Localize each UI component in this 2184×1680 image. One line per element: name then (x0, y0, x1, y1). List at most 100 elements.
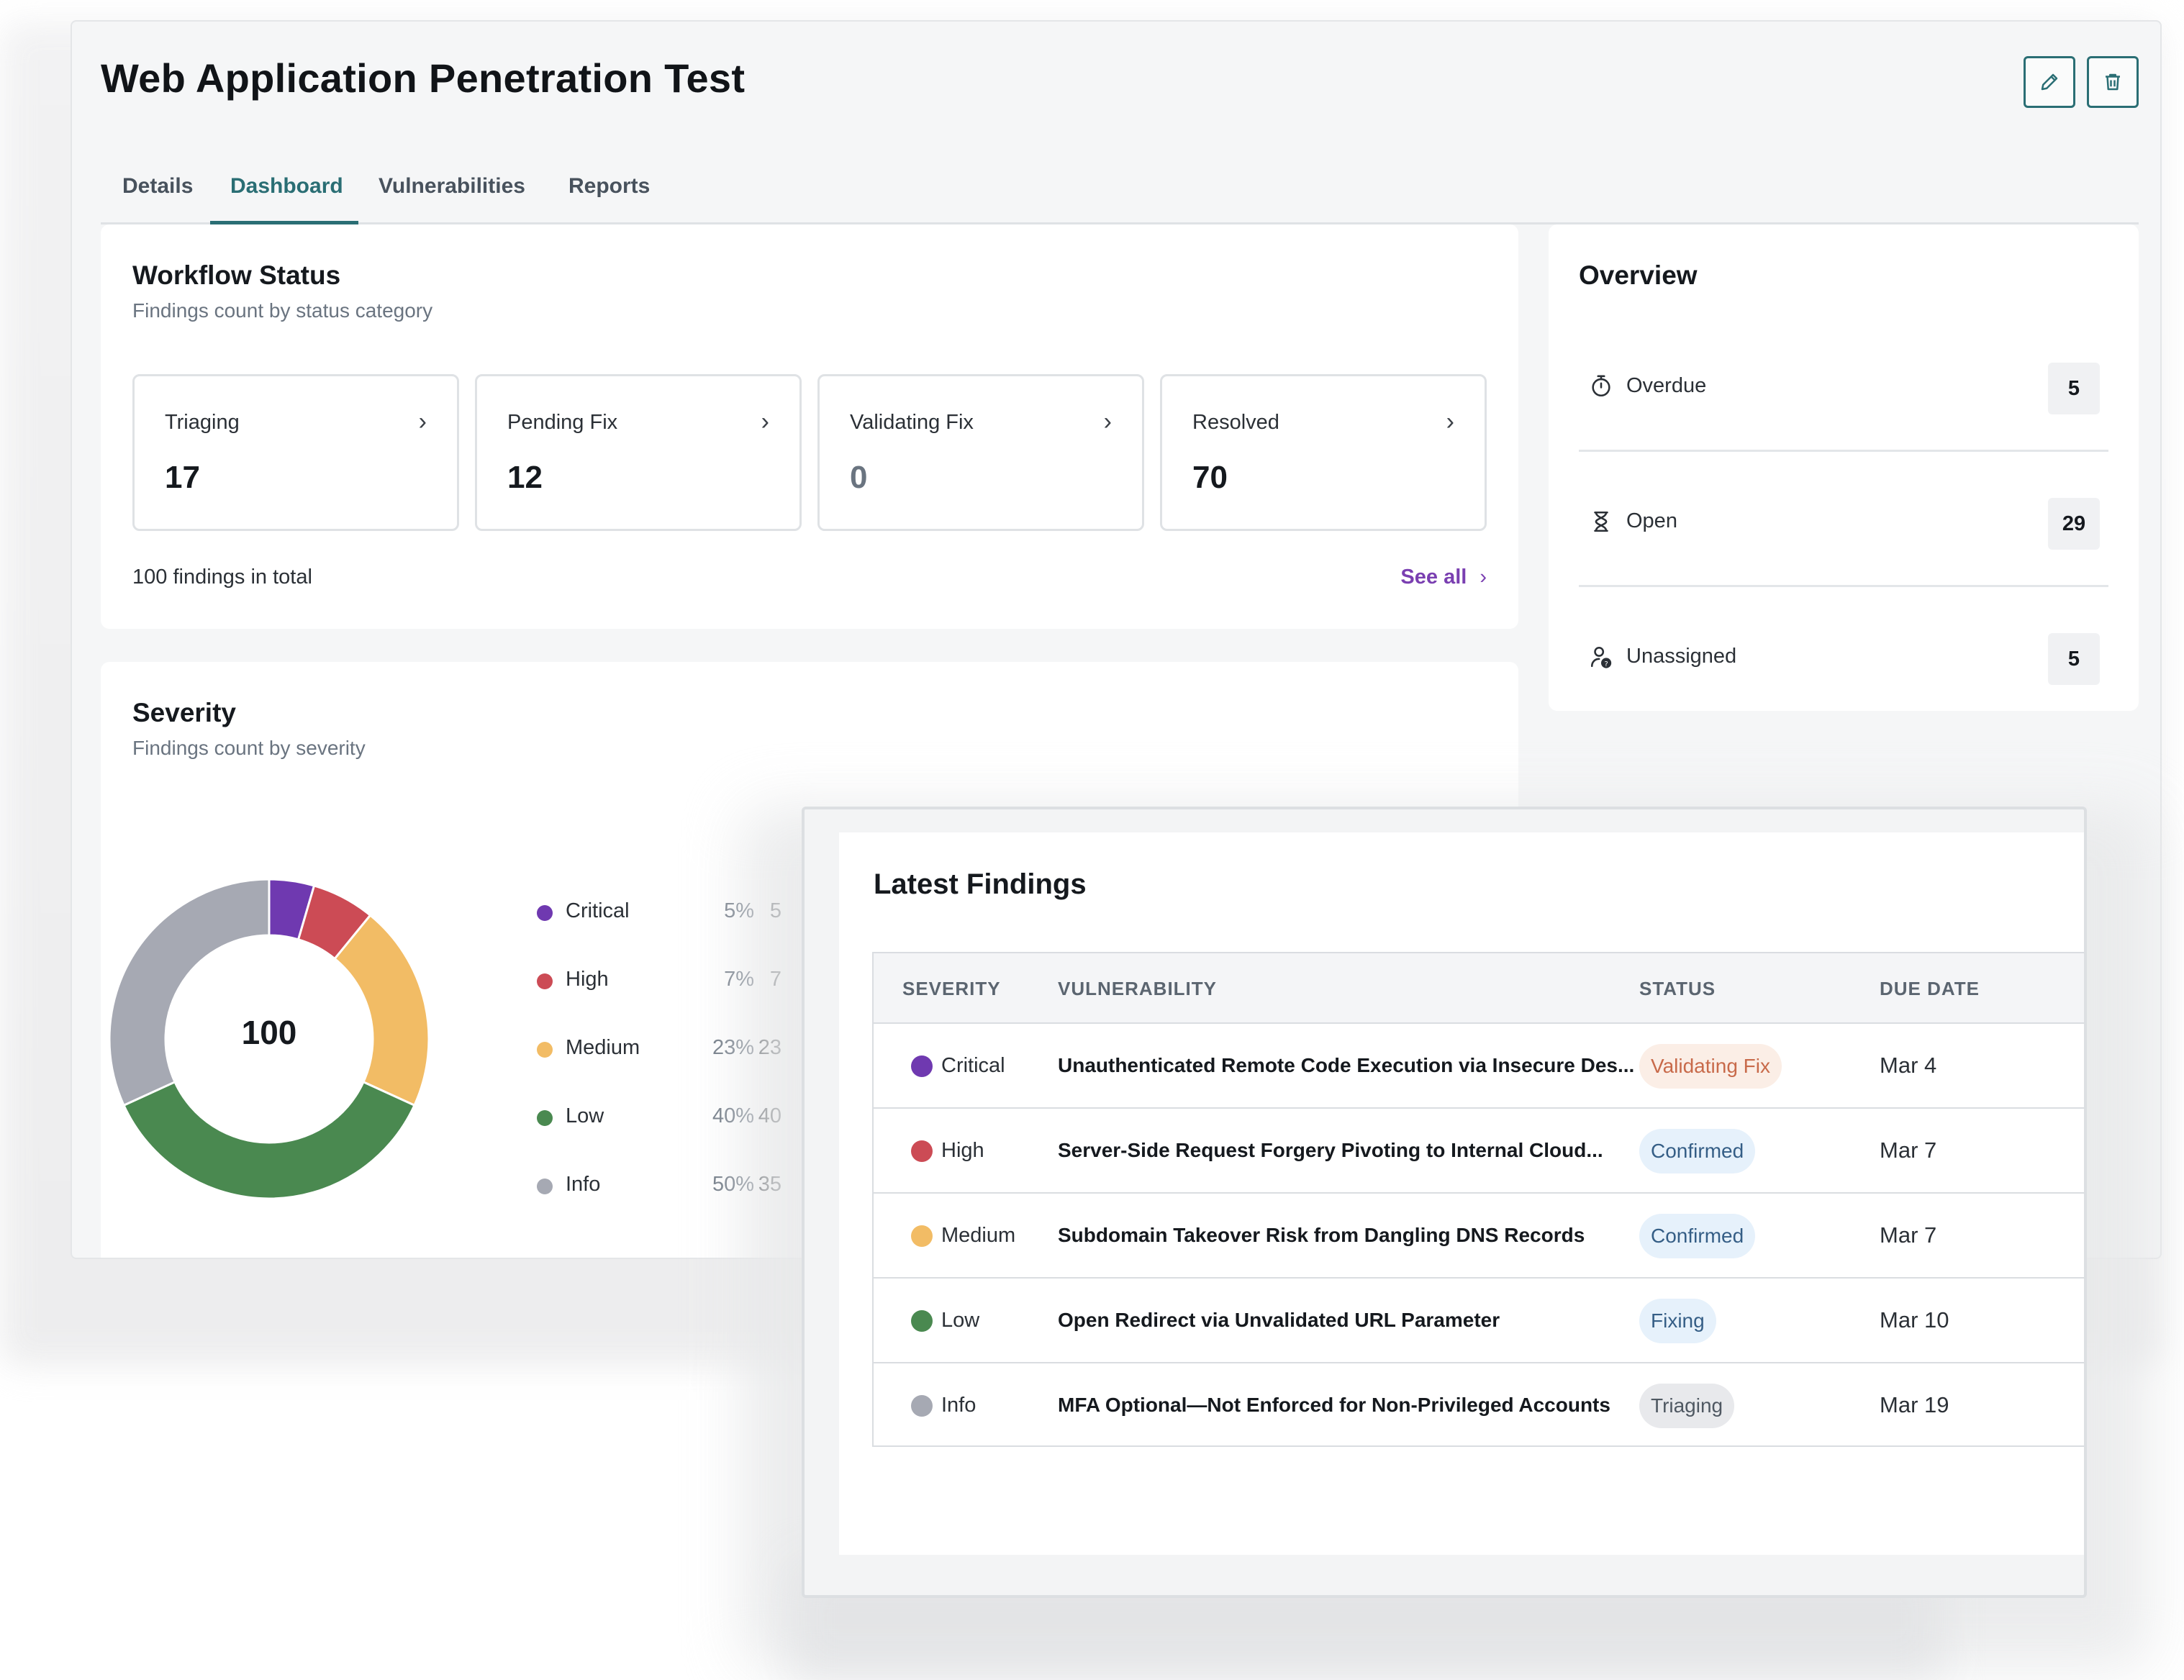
severity-label: High (941, 1139, 984, 1162)
tab-details[interactable]: Details (122, 174, 194, 198)
legend-dot (537, 973, 553, 989)
legend-dot (537, 1042, 553, 1058)
status-count: 0 (850, 460, 868, 495)
header-due-date[interactable]: DUE DATE (1880, 978, 1980, 999)
status-box-pending-fix[interactable]: Pending Fix 12 › (475, 374, 802, 531)
status-box-validating-fix[interactable]: Validating Fix 0 › (817, 374, 1144, 531)
header-status[interactable]: STATUS (1639, 978, 1716, 999)
tab-reports[interactable]: Reports (568, 174, 651, 198)
vulnerability-name[interactable]: Server-Side Request Forgery Pivoting to … (1058, 1139, 1603, 1161)
table-row[interactable]: Low Open Redirect via Unvalidated URL Par… (874, 1279, 2084, 1363)
vulnerability-name[interactable]: MFA Optional—Not Enforced for Non-Privil… (1058, 1394, 1610, 1416)
donut-slice-medium (333, 914, 430, 1107)
table-row[interactable]: Info MFA Optional—Not Enforced for Non-Pr… (874, 1363, 2084, 1448)
status-label: Resolved (1192, 411, 1279, 434)
page-title: Web Application Penetration Test (101, 55, 746, 101)
findings-table: SEVERITY VULNERABILITY STATUS DUE DATE C… (872, 952, 2084, 1448)
delete-button[interactable] (2087, 56, 2139, 108)
status-badge: Triaging (1639, 1384, 1735, 1428)
severity-label: Info (941, 1394, 977, 1417)
table-row[interactable]: Critical Unauthenticated Remote Code Exec… (874, 1024, 2084, 1109)
status-count: 70 (1192, 460, 1228, 495)
severity-label: Medium (941, 1224, 1016, 1247)
due-date: Mar 7 (1880, 1138, 1937, 1163)
status-badge: Fixing (1639, 1299, 1716, 1343)
severity-donut-chart (108, 878, 430, 1200)
table-header: SEVERITY VULNERABILITY STATUS DUE DATE (874, 953, 2084, 1024)
chevron-right-icon: › (418, 408, 427, 435)
legend-dot (537, 1110, 553, 1126)
svg-text:?: ? (1604, 660, 1608, 668)
legend-dot (537, 905, 553, 921)
legend-label: Critical (566, 899, 630, 922)
overview-row-open[interactable]: Open 29 (1579, 452, 2108, 587)
table-row[interactable]: Medium Subdomain Takeover Risk from Dangl… (874, 1194, 2084, 1279)
stopwatch-icon (1592, 375, 1610, 397)
workflow-status-card: Workflow Status Findings count by status… (101, 224, 1518, 629)
severity-dot (911, 1225, 933, 1247)
due-date: Mar 10 (1880, 1307, 1949, 1332)
severity-label: Low (941, 1309, 980, 1332)
status-box-resolved[interactable]: Resolved 70 › (1160, 374, 1487, 531)
legend-label: Medium (566, 1036, 640, 1059)
hourglass-icon (1594, 511, 1608, 532)
header-severity[interactable]: SEVERITY (902, 978, 1001, 999)
overview-row-unassigned[interactable]: ? Unassigned 5 (1579, 587, 2108, 722)
divider (1579, 585, 2108, 587)
overview-count: 29 (2048, 498, 2100, 550)
severity-dot (911, 1055, 933, 1077)
status-badge: Validating Fix (1639, 1044, 1782, 1089)
donut-center-label: 100 (241, 1014, 297, 1051)
overview-label: Overdue (1626, 374, 1707, 397)
due-date: Mar 4 (1880, 1053, 1937, 1078)
overview-count: 5 (2048, 363, 2100, 414)
chevron-right-icon: › (761, 408, 769, 435)
severity-dot (911, 1310, 933, 1332)
overview-label: Open (1626, 509, 1677, 532)
tab-bar: Details Dashboard Vulnerabilities Report… (101, 148, 2139, 224)
chevron-right-icon: › (1480, 566, 1487, 589)
status-count: 12 (507, 460, 543, 495)
overview-row-overdue[interactable]: Overdue 5 (1579, 317, 2108, 452)
user-question-icon: ? (1590, 646, 1612, 668)
latest-findings-title: Latest Findings (874, 868, 1087, 900)
legend-label: Info (566, 1173, 601, 1196)
legend-label: Low (566, 1104, 604, 1127)
divider (1579, 450, 2108, 452)
severity-dot (911, 1395, 933, 1417)
header-vulnerability[interactable]: VULNERABILITY (1058, 978, 1217, 999)
tab-dashboard[interactable]: Dashboard (230, 174, 343, 198)
vulnerability-name[interactable]: Open Redirect via Unvalidated URL Parame… (1058, 1309, 1500, 1331)
legend-dot (537, 1179, 553, 1194)
donut-slice-low (122, 1080, 416, 1200)
trash-icon (2106, 73, 2120, 91)
see-all-link[interactable]: See all › (1400, 566, 1487, 589)
status-badge: Confirmed (1639, 1129, 1756, 1173)
see-all-label: See all (1400, 566, 1467, 589)
overview-label: Unassigned (1626, 645, 1737, 668)
status-label: Pending Fix (507, 411, 618, 434)
workflow-title: Workflow Status (132, 260, 341, 290)
tab-vulnerabilities[interactable]: Vulnerabilities (379, 174, 525, 198)
due-date: Mar 19 (1880, 1392, 1949, 1417)
vulnerability-name[interactable]: Subdomain Takeover Risk from Dangling DN… (1058, 1224, 1585, 1246)
workflow-subtitle: Findings count by status category (132, 299, 433, 322)
latest-findings-card: Latest Findings SEVERITY VULNERABILITY S… (839, 832, 2084, 1555)
status-badge: Confirmed (1639, 1214, 1756, 1258)
edit-button[interactable] (2024, 56, 2075, 108)
chevron-right-icon: › (1446, 408, 1454, 435)
overview-count: 5 (2048, 633, 2100, 685)
severity-subtitle: Findings count by severity (132, 737, 366, 759)
chevron-right-icon: › (1103, 408, 1112, 435)
table-row[interactable]: High Server-Side Request Forgery Pivoting… (874, 1109, 2084, 1194)
severity-title: Severity (132, 698, 236, 727)
vulnerability-name[interactable]: Unauthenticated Remote Code Execution vi… (1058, 1054, 1635, 1076)
severity-dot (911, 1140, 933, 1162)
status-box-triaging[interactable]: Triaging 17 › (132, 374, 459, 531)
overview-title: Overview (1579, 260, 1698, 290)
latest-findings-window: Latest Findings SEVERITY VULNERABILITY S… (802, 807, 2087, 1598)
findings-total: 100 findings in total (132, 566, 312, 589)
severity-label: Critical (941, 1054, 1005, 1077)
overview-card: Overview Overdue 5 Open 29 ? Unassigned … (1549, 224, 2139, 711)
